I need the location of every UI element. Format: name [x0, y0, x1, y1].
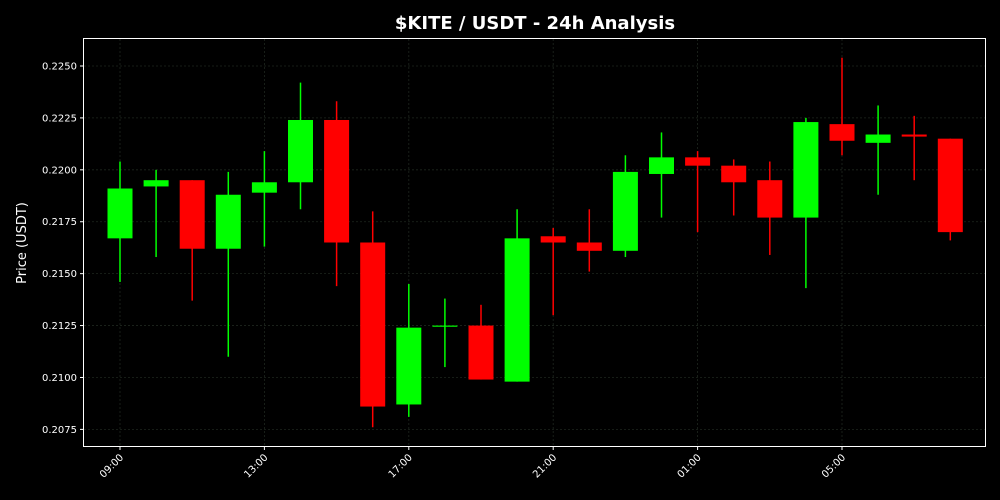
candle-body: [396, 327, 422, 405]
bullish-candle: [432, 298, 458, 368]
bearish-candle: [360, 211, 386, 428]
candle-body: [829, 124, 855, 141]
bearish-candle: [937, 138, 963, 241]
candle-body: [901, 134, 927, 137]
candle-body: [143, 180, 169, 187]
y-tick-label: 0.2225: [42, 113, 77, 124]
candle-body: [215, 194, 241, 249]
candle-body: [179, 180, 205, 249]
y-tick-label: 0.2250: [42, 61, 77, 72]
candle-body: [251, 182, 277, 193]
bearish-candle: [179, 180, 205, 301]
candle-body: [612, 171, 638, 251]
plot-frame: [83, 38, 986, 447]
y-tick-label: 0.2075: [42, 425, 77, 436]
bearish-candle: [324, 101, 350, 287]
bearish-candle: [901, 115, 927, 181]
candle-body: [937, 138, 963, 233]
bullish-candle: [793, 117, 819, 289]
y-tick-label: 0.2150: [42, 269, 77, 280]
candle-body: [576, 242, 602, 251]
candle-body: [757, 180, 783, 218]
bearish-candle: [829, 57, 855, 156]
bullish-candle: [649, 132, 674, 218]
candle-body: [324, 119, 350, 243]
candle-body: [107, 188, 133, 239]
bullish-candle: [288, 82, 313, 210]
bearish-candle: [540, 227, 566, 316]
candle-body: [288, 119, 313, 183]
y-tick-label: 0.2175: [42, 217, 77, 228]
bearish-candle: [757, 161, 783, 255]
candles-group: [107, 57, 963, 428]
candle-body: [540, 236, 566, 243]
candle-body: [793, 122, 819, 218]
y-axis: 0.2075 0.2100 0.2125 0.2150 0.2175 0.2200 0.22…: [42, 61, 84, 436]
y-tick-label: 0.2125: [42, 321, 77, 332]
chart-title: $KITE / USDT - 24h Analysis: [395, 13, 675, 34]
bullish-candle: [504, 209, 530, 382]
bullish-candle: [143, 169, 169, 258]
candle-body: [432, 325, 458, 327]
candle-body: [649, 157, 674, 174]
candle-body: [685, 157, 711, 166]
bearish-candle: [721, 159, 747, 216]
y-tick-label: 0.2200: [42, 165, 77, 176]
candle-body: [468, 325, 494, 380]
bullish-candle: [215, 171, 241, 357]
bullish-candle: [612, 155, 638, 258]
bullish-candle: [865, 105, 891, 195]
bearish-candle: [576, 209, 602, 272]
bullish-candle: [396, 284, 422, 417]
candle-body: [360, 242, 386, 407]
y-tick-label: 0.2100: [42, 373, 77, 384]
bullish-candle: [107, 161, 133, 282]
candle-body: [504, 238, 530, 382]
candle-body: [865, 134, 891, 143]
bearish-candle: [685, 151, 711, 233]
bullish-candle: [251, 151, 277, 247]
bearish-candle: [468, 304, 494, 380]
y-axis-label: Price (USDT): [15, 202, 30, 284]
candle-body: [721, 165, 747, 183]
